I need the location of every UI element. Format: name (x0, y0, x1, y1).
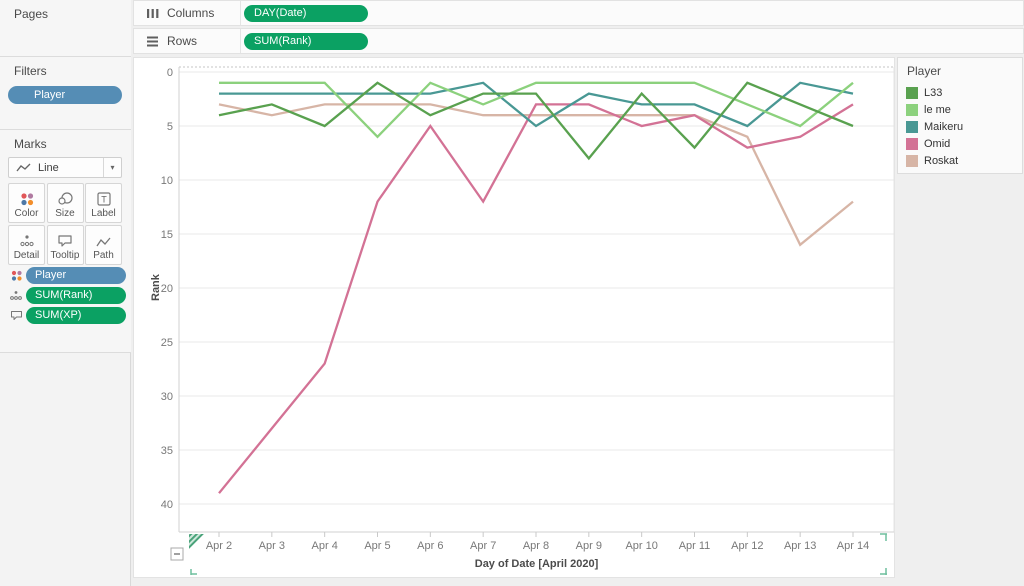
legend-swatch (906, 86, 918, 99)
drag-corner-triangle[interactable] (189, 534, 204, 549)
x-tick-label: Apr 7 (470, 540, 496, 552)
marks-pill-player[interactable]: Player (26, 266, 126, 284)
marks-pill-sum-rank[interactable]: SUM(Rank) (26, 286, 126, 304)
x-tick-label: Apr 8 (523, 540, 549, 552)
legend-swatch (906, 103, 918, 116)
legend-swatch (906, 154, 918, 167)
legend-title: Player (907, 64, 942, 78)
resize-handle-bottom-left-icon[interactable] (190, 569, 197, 575)
chart-pane: 0 5 10 15 20 25 30 35 40 Apr 2 Apr 3 Apr 4 Apr 5 Apr … (133, 57, 895, 578)
x-tick-label: Apr 13 (784, 540, 816, 552)
color-dots-icon (20, 193, 33, 206)
series-line-le-me[interactable] (219, 81, 854, 139)
y-tick-label: 15 (161, 229, 173, 241)
detail-button[interactable]: Detail (8, 224, 45, 265)
legend-item[interactable]: le me (898, 101, 1022, 118)
resize-handle-bottom-right-icon[interactable] (880, 568, 887, 575)
detail-dots-icon (6, 290, 26, 301)
marks-pill-row-tooltip: SUM(XP) (6, 306, 126, 324)
collapse-axis-button[interactable] (170, 547, 184, 561)
chevron-down-icon[interactable]: ▾ (103, 158, 121, 177)
left-sidebar: Pages Filters Player Marks Line ▾ (0, 0, 131, 586)
legend-item[interactable]: Omid (898, 135, 1022, 152)
x-tick-label: Apr 12 (731, 540, 763, 552)
series-line-Roskat[interactable] (218, 103, 854, 247)
legend-item[interactable]: Maikeru (898, 118, 1022, 135)
resize-handle-top-right-icon[interactable] (880, 533, 887, 541)
path-zigzag-icon (95, 237, 110, 246)
pages-shelf: Pages (0, 0, 131, 57)
marks-pill-row-color: Player (6, 266, 126, 284)
series-line-L33[interactable] (218, 81, 854, 161)
marks-card: Marks Line ▾ Color (0, 130, 131, 353)
color-legend: Player L33 le me Maikeru Omid Roskat (897, 57, 1023, 174)
marks-pill-sum-xp[interactable]: SUM(XP) (26, 306, 126, 324)
y-tick-label: 40 (161, 499, 173, 511)
filter-pill-player[interactable]: Player (8, 86, 122, 104)
y-tick-label: 35 (161, 445, 173, 457)
x-tick-label: Apr 6 (417, 540, 443, 552)
svg-text:T: T (101, 195, 107, 205)
filters-shelf: Filters Player (0, 57, 131, 130)
marks-title: Marks (14, 137, 47, 151)
x-tick-label: Apr 5 (364, 540, 390, 552)
pages-title: Pages (14, 7, 49, 21)
size-button[interactable]: Size (46, 183, 84, 223)
legend-item[interactable]: L33 (898, 84, 1022, 101)
mark-type-dropdown[interactable]: Line ▾ (8, 157, 122, 178)
x-tick-label: Apr 3 (259, 540, 285, 552)
y-tick-label: 10 (161, 175, 173, 187)
color-button[interactable]: Color (8, 183, 45, 223)
tooltip-button[interactable]: Tooltip (46, 224, 84, 265)
line-mark-icon (16, 163, 31, 171)
x-axis-title: Day of Date [April 2020] (474, 558, 599, 570)
y-axis-title: Rank (150, 274, 162, 301)
x-tick-label: Apr 11 (679, 540, 711, 552)
rows-label: Rows (167, 34, 198, 48)
columns-icon (147, 8, 159, 18)
y-tick-label: 5 (167, 121, 173, 133)
label-button[interactable]: T Label (85, 183, 122, 223)
legend-swatch (906, 120, 918, 133)
rank-line-chart[interactable]: 0 5 10 15 20 25 30 35 40 Apr 2 Apr 3 Apr 4 Apr 5 Apr … (134, 58, 896, 579)
text-label-icon: T (96, 192, 111, 206)
y-tick-label: 20 (161, 283, 173, 295)
x-tick-label: Apr 14 (837, 540, 869, 552)
x-tick-label: Apr 9 (576, 540, 602, 552)
detail-dots-icon (19, 234, 34, 246)
mark-type-label: Line (38, 161, 59, 174)
marks-pill-row-detail: SUM(Rank) (6, 286, 126, 304)
color-dots-icon (6, 270, 26, 281)
tooltip-bubble-icon (6, 310, 26, 321)
x-tick-label: Apr 4 (312, 540, 338, 552)
columns-label: Columns (167, 6, 215, 20)
series-line-Maikeru[interactable] (219, 81, 854, 128)
rows-pill-sum-rank[interactable]: SUM(Rank) (244, 33, 368, 50)
columns-shelf: Columns DAY(Date) (133, 0, 1024, 26)
legend-item[interactable]: Roskat (898, 152, 1022, 169)
legend-swatch (906, 137, 918, 150)
series-line-Omid[interactable] (218, 103, 854, 494)
path-button[interactable]: Path (85, 224, 122, 265)
y-tick-label: 0 (167, 67, 173, 79)
y-tick-label: 25 (161, 337, 173, 349)
y-tick-label: 30 (161, 391, 173, 403)
marks-buttons: Color Size T Label (8, 183, 123, 265)
x-tick-label: Apr 2 (206, 540, 232, 552)
filters-title: Filters (14, 64, 47, 78)
rows-shelf: Rows SUM(Rank) (133, 28, 1024, 54)
columns-pill-day-date[interactable]: DAY(Date) (244, 5, 368, 22)
size-circles-icon (58, 192, 73, 205)
x-tick-label: Apr 10 (625, 540, 657, 552)
rows-icon (147, 36, 158, 46)
tooltip-bubble-icon (58, 234, 72, 247)
